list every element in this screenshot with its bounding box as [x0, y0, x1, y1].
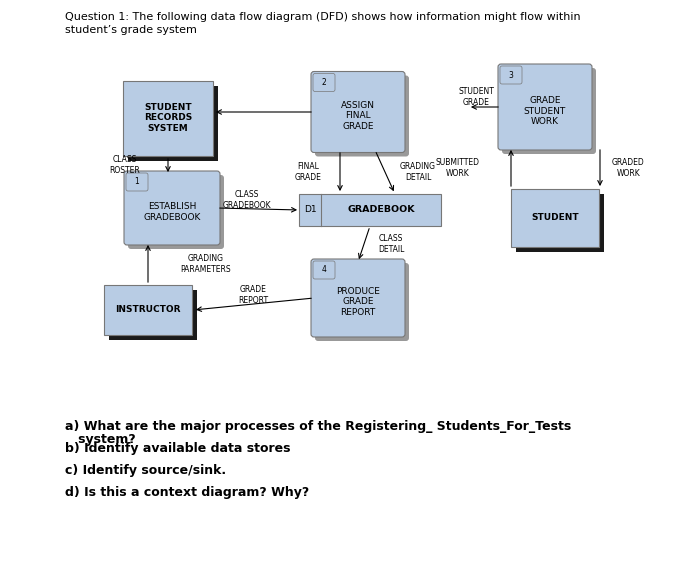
Text: 1: 1: [134, 178, 139, 186]
Text: 2: 2: [321, 78, 326, 87]
Text: ASSIGN
FINAL
GRADE: ASSIGN FINAL GRADE: [341, 101, 375, 131]
Text: a) What are the major processes of the Registering_ Students_For_Tests: a) What are the major processes of the R…: [65, 420, 571, 433]
Text: GRADE
REPORT: GRADE REPORT: [238, 285, 268, 305]
Text: 3: 3: [509, 70, 513, 80]
FancyBboxPatch shape: [313, 261, 335, 279]
Text: GRADED
WORK: GRADED WORK: [612, 158, 645, 178]
FancyBboxPatch shape: [500, 66, 522, 84]
Text: CLASS
ROSTER: CLASS ROSTER: [109, 155, 140, 175]
FancyBboxPatch shape: [313, 73, 335, 92]
Text: PRODUCE
GRADE
REPORT: PRODUCE GRADE REPORT: [336, 287, 380, 317]
Text: GRADING
PARAMETERS: GRADING PARAMETERS: [180, 254, 230, 274]
Text: student’s grade system: student’s grade system: [65, 25, 197, 35]
Text: Question 1: The following data flow diagram (DFD) shows how information might fl: Question 1: The following data flow diag…: [65, 12, 580, 22]
Text: STUDENT: STUDENT: [531, 214, 579, 222]
Text: d) Is this a context diagram? Why?: d) Is this a context diagram? Why?: [65, 486, 309, 499]
Text: b) Identify available data stores: b) Identify available data stores: [65, 442, 290, 455]
Polygon shape: [511, 189, 599, 247]
Text: ESTABLISH
GRADEBOOK: ESTABLISH GRADEBOOK: [144, 202, 201, 222]
Text: CLASS
GRADEBOOK: CLASS GRADEBOOK: [223, 190, 272, 210]
Text: CLASS
DETAIL: CLASS DETAIL: [378, 234, 405, 254]
FancyBboxPatch shape: [128, 175, 224, 249]
FancyBboxPatch shape: [126, 173, 148, 191]
Polygon shape: [516, 194, 604, 252]
Text: system?: system?: [65, 433, 136, 446]
Text: GRADING
DETAIL: GRADING DETAIL: [400, 162, 436, 182]
Polygon shape: [128, 85, 218, 160]
Text: GRADE
STUDENT
WORK: GRADE STUDENT WORK: [524, 96, 566, 126]
Text: FINAL
GRADE: FINAL GRADE: [295, 162, 321, 182]
Text: STUDENT
RECORDS
SYSTEM: STUDENT RECORDS SYSTEM: [144, 103, 192, 133]
Text: D1: D1: [304, 206, 316, 214]
Text: 4: 4: [321, 265, 326, 274]
FancyBboxPatch shape: [502, 68, 596, 154]
FancyBboxPatch shape: [315, 76, 409, 156]
Polygon shape: [123, 80, 213, 155]
Polygon shape: [299, 194, 441, 226]
Text: STUDENT
GRADE: STUDENT GRADE: [458, 87, 494, 107]
FancyBboxPatch shape: [124, 171, 220, 245]
Text: GRADEBOOK: GRADEBOOK: [347, 206, 414, 214]
FancyBboxPatch shape: [315, 263, 409, 341]
Text: SUBMITTED
WORK: SUBMITTED WORK: [436, 158, 480, 178]
FancyBboxPatch shape: [311, 259, 405, 337]
Text: INSTRUCTOR: INSTRUCTOR: [116, 305, 181, 315]
Polygon shape: [104, 285, 192, 335]
FancyBboxPatch shape: [311, 72, 405, 152]
FancyBboxPatch shape: [498, 64, 592, 150]
Text: c) Identify source/sink.: c) Identify source/sink.: [65, 464, 226, 477]
Polygon shape: [109, 290, 197, 340]
